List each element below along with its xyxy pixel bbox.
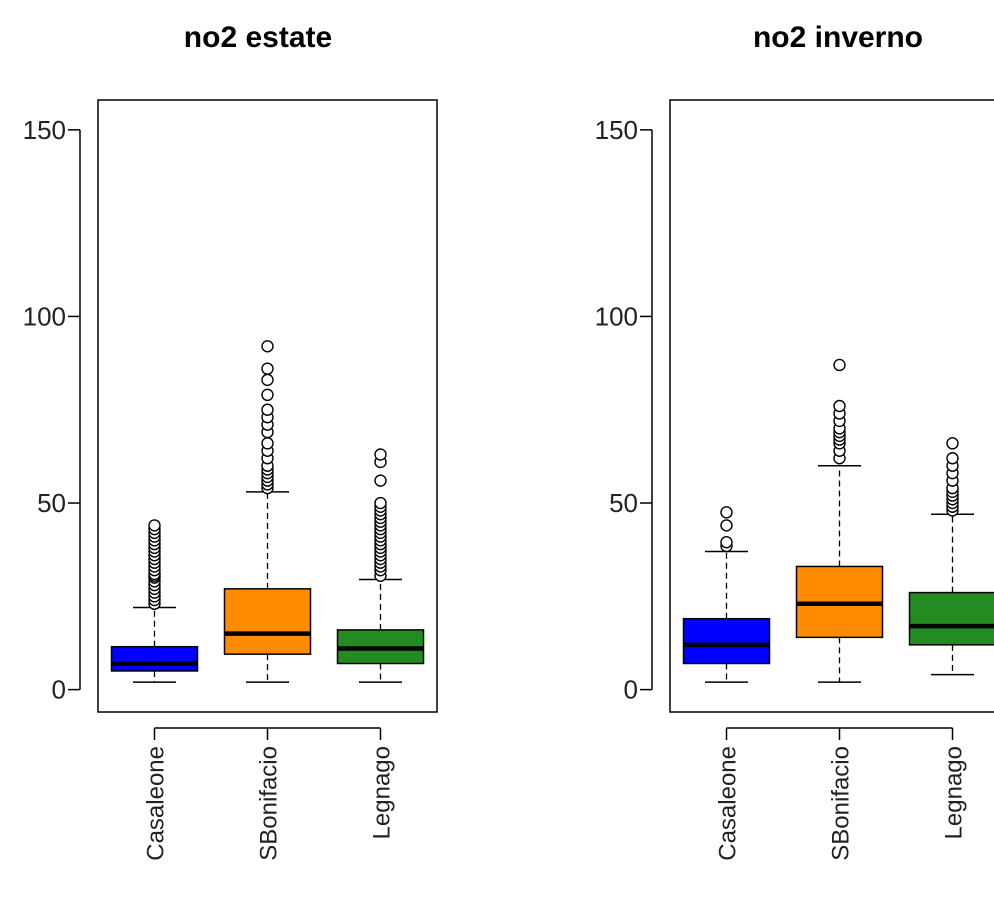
y-tick-label: 150 xyxy=(595,115,638,145)
outlier-point xyxy=(374,474,387,487)
outlier-point xyxy=(148,519,161,532)
plot-frame xyxy=(97,99,438,713)
x-tick-label: SBonifacio xyxy=(256,746,283,861)
y-tick-label: 100 xyxy=(595,301,638,331)
iqr-box xyxy=(110,645,199,672)
iqr-box xyxy=(908,591,994,646)
y-axis: 0 50 100 150 xyxy=(23,115,81,705)
outlier-point xyxy=(261,373,274,387)
x-axis: Casaleone SBonifacio Legnago xyxy=(143,727,396,861)
outlier-point xyxy=(374,448,387,461)
y-tick-label: 100 xyxy=(23,301,66,331)
outlier-point xyxy=(261,437,274,450)
outlier-point xyxy=(946,452,959,465)
x-tick-label: Legnago xyxy=(369,746,396,839)
outlier-point xyxy=(261,403,274,416)
y-tick-label: 150 xyxy=(23,115,66,145)
y-tick-label: 0 xyxy=(52,675,66,705)
chart-panel-1: no2 estate 0 50 100 150 Casaleone SBonifacio Le… xyxy=(23,21,438,861)
outlier-point xyxy=(720,536,733,549)
x-tick-label: Casaleone xyxy=(143,746,170,861)
outlier-point xyxy=(261,388,274,402)
y-axis: 0 50 100 150 xyxy=(595,115,653,705)
chart-title: no2 estate xyxy=(184,21,332,54)
box-casaleone xyxy=(682,506,771,683)
outlier-point xyxy=(374,496,387,510)
outlier-point xyxy=(261,340,274,353)
chart-panel-2: no2 inverno 0 50 100 150 Casaleone SBonifacio L… xyxy=(595,21,994,861)
outlier-point xyxy=(946,437,959,450)
box-legnago xyxy=(908,437,994,676)
outlier-point xyxy=(833,358,846,372)
box-sbonifacio xyxy=(223,340,312,683)
x-tick-label: Legnago xyxy=(941,746,968,839)
outlier-point xyxy=(833,399,846,413)
y-tick-label: 50 xyxy=(609,488,638,518)
outlier-point xyxy=(261,362,274,375)
box-legnago xyxy=(336,448,425,683)
plot-frame xyxy=(669,99,994,713)
y-tick-label: 0 xyxy=(624,675,638,705)
box-casaleone xyxy=(110,519,199,683)
chart-title: no2 inverno xyxy=(753,21,923,54)
outlier-point xyxy=(720,519,733,532)
iqr-box xyxy=(682,617,771,665)
iqr-box xyxy=(223,588,312,655)
x-tick-label: Casaleone xyxy=(715,746,742,861)
x-tick-label: SBonifacio xyxy=(828,746,855,861)
y-tick-label: 50 xyxy=(37,488,66,518)
x-axis: Casaleone SBonifacio Legnago xyxy=(715,727,968,861)
outlier-point xyxy=(720,506,733,519)
box-sbonifacio xyxy=(795,358,884,683)
